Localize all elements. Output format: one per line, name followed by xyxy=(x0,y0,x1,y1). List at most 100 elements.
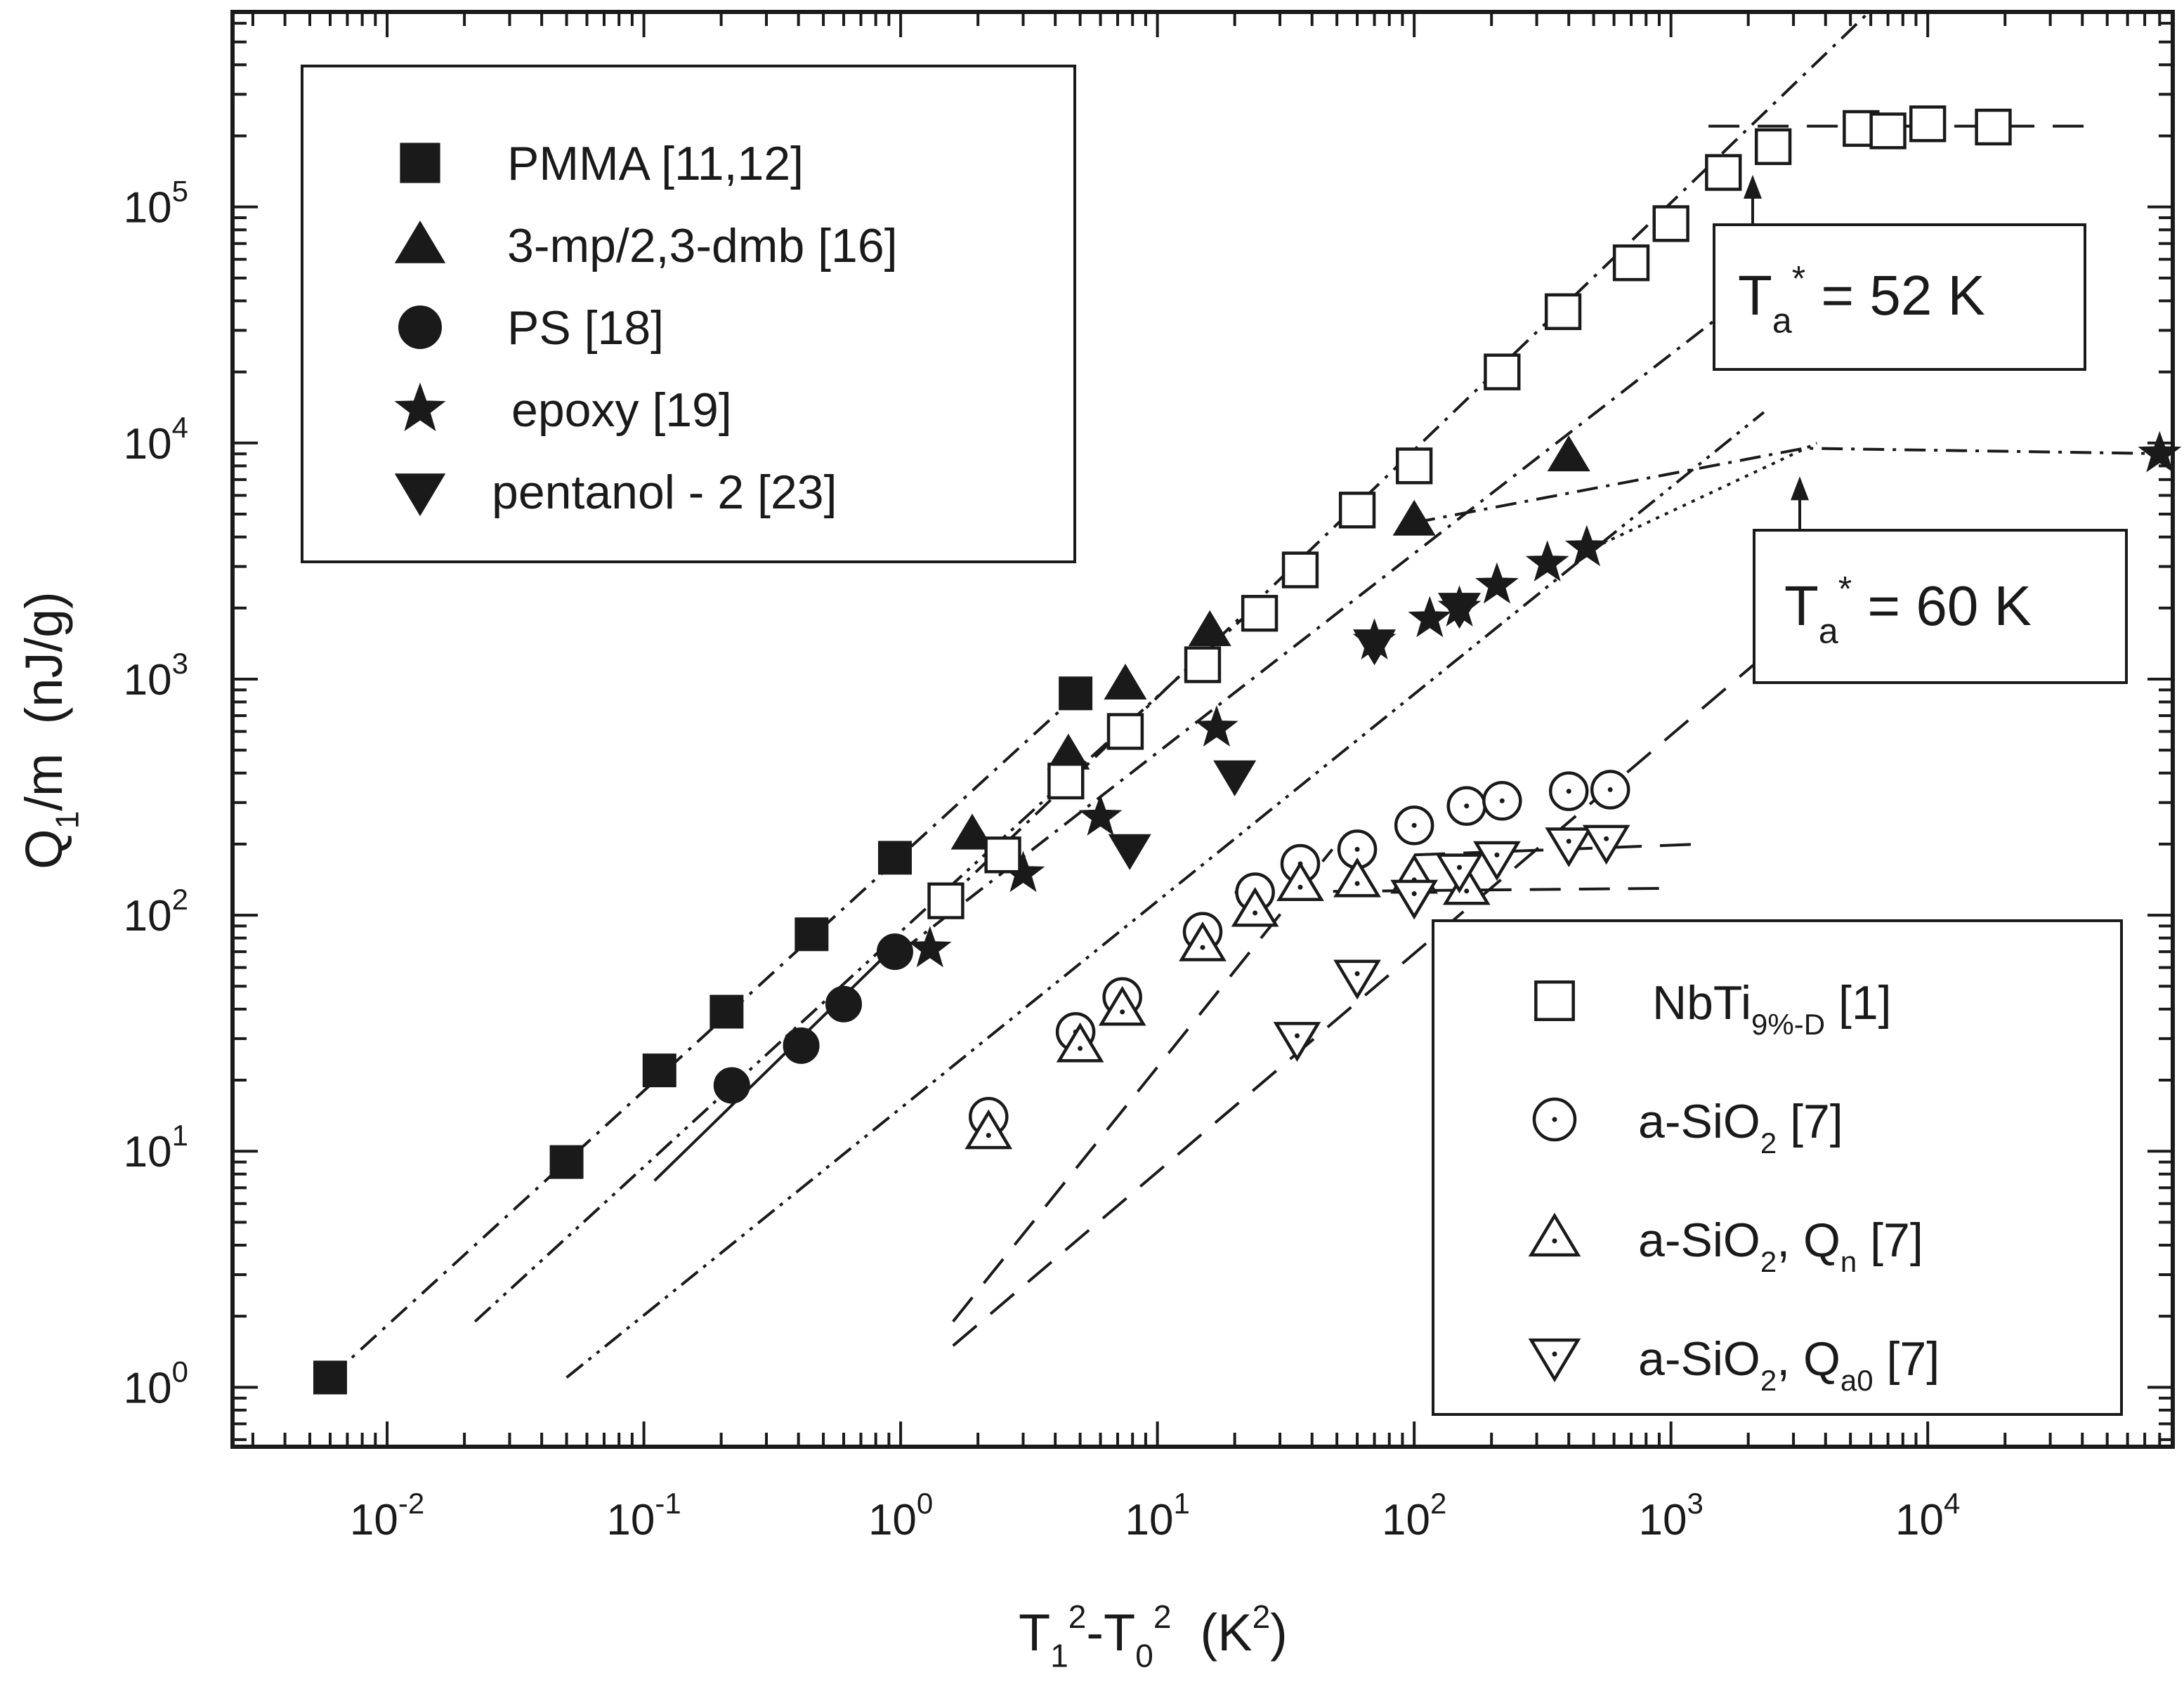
data-point-square-open xyxy=(1544,293,1582,330)
data-point-star-filled xyxy=(1475,562,1519,604)
data-point-circle-open-center-dot xyxy=(1464,803,1470,809)
legend-marker-center-dot xyxy=(1552,1351,1557,1357)
legend-top-left: PMMA [11,12] 3-mp/2,3-dmb [16] PS [18] epox… xyxy=(301,65,1076,563)
data-point-square-open xyxy=(984,836,1021,874)
data-point-triangle-down-open-center-dot xyxy=(1411,891,1417,896)
data-point-triangle-up-filled xyxy=(1547,435,1590,472)
data-point-triangle-down-open-center-dot xyxy=(1295,1033,1300,1039)
data-point-triangle-up-open-center-dot xyxy=(1120,1009,1125,1015)
legend-entry-label: epoxy [19] xyxy=(511,383,732,437)
data-point-square-open xyxy=(1338,492,1376,529)
series-0-points xyxy=(313,676,1093,1395)
data-point-triangle-down-filled xyxy=(1108,834,1151,870)
data-point-square-open xyxy=(1612,244,1650,282)
data-point-square-open xyxy=(1047,762,1085,800)
legend-entry-label: pentanol - 2 [23] xyxy=(492,466,837,519)
fit-line-dash xyxy=(952,663,1755,1347)
annotation-box xyxy=(1753,529,2128,684)
axis-ticks: 10-2 10-1 100 101 102 103 104 100 101 102 103 104 10… xyxy=(124,12,2174,1544)
data-point-square-open xyxy=(1281,551,1319,589)
legend-entry-label: a-SiO2 [7] xyxy=(1638,1095,1843,1159)
data-point-triangle-up-open-center-dot xyxy=(1200,945,1205,950)
y-tick-label: 105 xyxy=(124,175,188,232)
data-point-triangle-down-open-center-dot xyxy=(1494,852,1500,858)
annotation-box xyxy=(1713,223,2086,371)
data-markers xyxy=(313,105,2182,1395)
fit-line-dotted xyxy=(1593,441,1818,549)
data-point-circle-filled xyxy=(713,1067,750,1104)
data-point-star-filled xyxy=(1194,705,1238,747)
series-4-points xyxy=(1108,593,1482,870)
legend-entry-label: PS [18] xyxy=(507,301,664,355)
data-point-triangle-down-open xyxy=(1582,824,1630,865)
x-tick-label: 10-2 xyxy=(350,1487,424,1544)
data-point-triangle-up-open xyxy=(1333,857,1381,898)
data-point-triangle-up-open-center-dot xyxy=(1297,884,1303,890)
legend-entry-label: a-SiO2, Qn [7] xyxy=(1638,1214,1923,1278)
data-point-triangle-up-filled xyxy=(950,813,994,850)
data-point-triangle-up-open xyxy=(1231,886,1279,927)
series-1-points xyxy=(950,435,1590,850)
annotation-label: Ta* = 60 K xyxy=(1784,570,2032,651)
data-point-circle-filled xyxy=(876,933,913,971)
data-point-triangle-down-open xyxy=(1273,1022,1321,1062)
data-point-star-filled xyxy=(908,926,952,968)
data-point-triangle-down-open xyxy=(1390,879,1439,920)
data-point-circle-filled xyxy=(825,985,863,1023)
legend-entry-label: PMMA [11,12] xyxy=(507,137,804,190)
data-point-circle-open-center-dot xyxy=(1499,798,1505,803)
data-point-square-open xyxy=(927,882,965,919)
data-point-square-filled xyxy=(1059,676,1093,711)
data-point-triangle-up-filled xyxy=(1188,610,1231,646)
data-point-square-open xyxy=(1241,595,1279,632)
legend-marker xyxy=(400,143,440,183)
series-8-points xyxy=(1273,824,1630,1062)
y-tick-label: 104 xyxy=(124,411,188,468)
data-point-square-open xyxy=(1395,447,1433,485)
annotation-arrow-head xyxy=(1744,174,1762,199)
series-5-points xyxy=(927,105,2012,919)
data-point-triangle-down-open-center-dot xyxy=(1457,865,1463,870)
data-point-square-filled xyxy=(313,1360,347,1395)
data-point-triangle-up-open-center-dot xyxy=(1078,1046,1083,1051)
legend-marker xyxy=(394,473,446,516)
data-point-triangle-down-open xyxy=(1545,827,1593,867)
y-tick-label: 101 xyxy=(124,1119,188,1176)
data-point-triangle-up-open xyxy=(1179,921,1227,961)
data-point-triangle-down-filled xyxy=(1353,629,1397,666)
data-point-triangle-down-open-center-dot xyxy=(1566,839,1571,844)
fit-line-dash xyxy=(952,848,1334,1322)
x-tick-label: 100 xyxy=(868,1487,933,1544)
legend-marker xyxy=(394,382,446,432)
data-point-square-open xyxy=(1484,353,1521,390)
y-tick-label: 100 xyxy=(124,1355,188,1412)
y-axis-label: Q1/m (nJ/g) xyxy=(15,591,86,869)
data-point-triangle-down-filled xyxy=(1438,593,1482,629)
x-tick-label: 10-1 xyxy=(606,1487,681,1544)
data-point-circle-open-center-dot xyxy=(1566,789,1571,794)
legend-marker xyxy=(1534,980,1575,1021)
legend-marker xyxy=(394,221,446,263)
legend-marker-center-dot xyxy=(1552,1117,1557,1122)
data-point-triangle-up-open xyxy=(1056,1022,1104,1063)
legend-entry-label: 3-mp/2,3-dmb [16] xyxy=(507,219,898,272)
x-tick-label: 104 xyxy=(1895,1487,1960,1544)
data-point-triangle-up-open xyxy=(1098,985,1146,1026)
annotation-arrow-head xyxy=(1791,476,1809,501)
data-point-circle-open-center-dot xyxy=(1354,846,1360,852)
data-point-star-filled xyxy=(2138,431,2182,473)
data-point-square-open xyxy=(1975,108,2012,146)
data-point-square-open xyxy=(1909,105,1947,143)
annotations: Ta* = 52 K Ta* = 60 K xyxy=(1713,174,2128,684)
fit-line-solid xyxy=(653,939,902,1182)
fit-line-dash-dot-dot xyxy=(565,411,1765,1379)
data-point-triangle-down-open xyxy=(1333,959,1381,1000)
legend-marker-center-dot xyxy=(1552,1238,1557,1244)
data-point-triangle-down-filled xyxy=(1213,760,1257,796)
y-tick-label: 102 xyxy=(124,883,188,940)
legend-bottom-right: NbTi9%-D [1] a-SiO2 [7] a-SiO2, Qn [7] a-Si… xyxy=(1432,919,2123,1416)
data-point-triangle-down-open-center-dot xyxy=(1604,836,1609,841)
fit-line-dash-dot xyxy=(1413,447,2173,525)
data-point-square-open xyxy=(1705,154,1742,191)
